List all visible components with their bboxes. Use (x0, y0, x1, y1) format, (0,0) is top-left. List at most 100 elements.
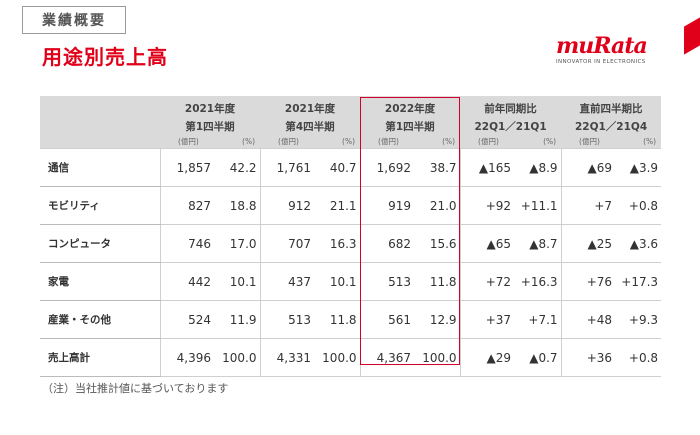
table-cell: 11.8 (314, 300, 361, 339)
table-cell: 912 (259, 186, 315, 225)
unit-label: (%) (514, 135, 562, 149)
table-cell: 42.2 (214, 148, 261, 187)
table-cell: ▲0.7 (514, 338, 562, 377)
unit-label: (%) (214, 135, 261, 149)
table-cell: ▲25 (560, 224, 616, 263)
table-cell: +72 (459, 262, 515, 301)
table-cell: ▲3.9 (615, 148, 662, 187)
table-cell: +0.8 (615, 186, 662, 225)
row-label: コンピュータ (40, 224, 160, 263)
table-cell: +11.1 (514, 186, 562, 225)
table-cell: ▲8.9 (514, 148, 562, 187)
table-cell: +37 (459, 300, 515, 339)
col-header-line2: 第4四半期 (260, 117, 361, 135)
table-cell: 16.3 (314, 224, 361, 263)
unit-label: (%) (615, 135, 662, 149)
col-header-line1: 2021年度 (260, 96, 361, 117)
col-header-line1: 2022年度 (360, 96, 461, 117)
table-cell: 18.8 (214, 186, 261, 225)
company-logo: muRata INNOVATOR IN ELECTRONICS (556, 34, 660, 65)
sales-by-application-table: 2021年度 2021年度 2022年度 前年同期比 直前四半期比 第1四半期 … (40, 96, 662, 377)
unit-label: (%) (414, 135, 461, 149)
col-header-line1: 2021年度 (160, 96, 261, 117)
table-cell: 919 (359, 186, 415, 225)
table-cell: 827 (159, 186, 214, 225)
table-cell: 17.0 (214, 224, 261, 263)
row-label: 家電 (40, 262, 160, 301)
table-cell: 1,761 (259, 148, 315, 187)
col-header-line2: 22Q1／21Q4 (561, 117, 662, 135)
table-cell: +0.8 (615, 338, 662, 377)
table-cell: 746 (159, 224, 214, 263)
table-cell: 21.0 (414, 186, 461, 225)
col-header-line1: 直前四半期比 (561, 96, 662, 117)
table-cell: 100.0 (414, 338, 461, 377)
table-cell: 10.1 (314, 262, 361, 301)
table-cell: 437 (259, 262, 315, 301)
unit-label: (億円) (260, 135, 315, 149)
corner-accent-mark (684, 17, 700, 55)
table-cell: +48 (560, 300, 616, 339)
table-cell: +36 (560, 338, 616, 377)
table-row-total: 売上高計 4,396 100.0 4,331 100.0 4,367 100.0… (40, 338, 662, 377)
table-row: 家電 442 10.1 437 10.1 513 11.8 +72 +16.3 … (40, 262, 662, 301)
col-header-line1: 前年同期比 (460, 96, 562, 117)
table-cell: ▲3.6 (615, 224, 662, 263)
row-label: 通信 (40, 148, 160, 187)
table-cell: 21.1 (314, 186, 361, 225)
col-header-line2: 22Q1／21Q1 (460, 117, 562, 135)
logo-tagline: INNOVATOR IN ELECTRONICS (556, 59, 646, 65)
section-tag: 業績概要 (22, 6, 126, 34)
table-cell: ▲8.7 (514, 224, 562, 263)
table-cell: 100.0 (314, 338, 361, 377)
header-corner (40, 135, 160, 149)
table-cell: 707 (259, 224, 315, 263)
col-header-line2: 第1四半期 (360, 117, 461, 135)
table-row: 産業・その他 524 11.9 513 11.8 561 12.9 +37 +7… (40, 300, 662, 339)
footnote: （注）当社推計値に基づいております (42, 382, 229, 395)
table-cell: 40.7 (314, 148, 361, 187)
table-cell: +7.1 (514, 300, 562, 339)
table-cell: 10.1 (214, 262, 261, 301)
unit-label: (億円) (460, 135, 515, 149)
table-cell: 11.9 (214, 300, 261, 339)
table-cell: +7 (560, 186, 616, 225)
table-cell: 15.6 (414, 224, 461, 263)
row-label: モビリティ (40, 186, 160, 225)
table-cell: 12.9 (414, 300, 461, 339)
table-cell: 38.7 (414, 148, 461, 187)
table-cell: ▲69 (560, 148, 616, 187)
table-cell: 1,857 (159, 148, 214, 187)
table-cell: +92 (459, 186, 515, 225)
table-cell: 4,367 (359, 338, 415, 377)
table-cell: 1,692 (359, 148, 415, 187)
header-corner (40, 96, 160, 117)
table-row: コンピュータ 746 17.0 707 16.3 682 15.6 ▲65 ▲8… (40, 224, 662, 263)
table-cell: 11.8 (414, 262, 461, 301)
page-title: 用途別売上高 (42, 45, 168, 69)
table-cell: 4,331 (259, 338, 315, 377)
table-cell: 513 (359, 262, 415, 301)
table-cell: +76 (560, 262, 616, 301)
row-label: 売上高計 (40, 338, 160, 377)
table-cell: 561 (359, 300, 415, 339)
unit-label: (億円) (360, 135, 415, 149)
table-cell: 524 (159, 300, 214, 339)
unit-label: (億円) (160, 135, 214, 149)
header-corner (40, 117, 160, 135)
table-cell: 4,396 (159, 338, 214, 377)
table-cell: ▲165 (459, 148, 515, 187)
table-cell: 682 (359, 224, 415, 263)
table-cell: 513 (259, 300, 315, 339)
table-cell: +9.3 (615, 300, 662, 339)
unit-label: (億円) (561, 135, 616, 149)
table-cell: ▲65 (459, 224, 515, 263)
table-cell: ▲29 (459, 338, 515, 377)
logo-wordmark: muRata (556, 33, 648, 59)
table-cell: 442 (159, 262, 214, 301)
row-label: 産業・その他 (40, 300, 160, 339)
table-cell: +17.3 (615, 262, 662, 301)
col-header-line2: 第1四半期 (160, 117, 261, 135)
table-row: 通信 1,857 42.2 1,761 40.7 1,692 38.7 ▲165… (40, 148, 662, 187)
table-cell: +16.3 (514, 262, 562, 301)
